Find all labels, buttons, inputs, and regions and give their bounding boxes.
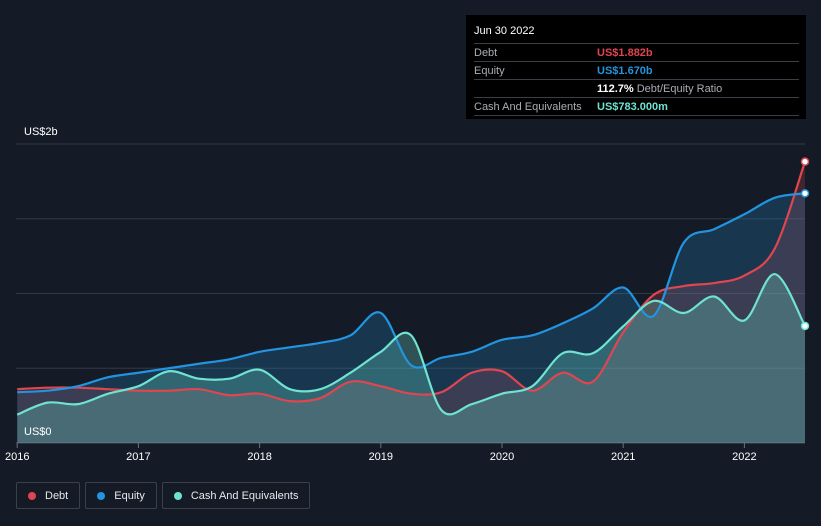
tooltip-equity-label: Equity	[474, 64, 505, 77]
legend-label-equity: Equity	[114, 489, 145, 502]
legend-item-equity[interactable]: Equity	[85, 482, 157, 509]
x-tick-label-2016: 2016	[5, 451, 29, 463]
debt-area	[17, 161, 806, 443]
y-axis-top-label: US$2b	[24, 126, 58, 138]
debt-end-marker	[800, 157, 810, 166]
tooltip-row-equity: Equity US$1.670b	[474, 61, 799, 79]
legend-dot-equity	[97, 491, 106, 500]
equity-line	[17, 192, 806, 394]
tooltip-ratio-value: 112.7%	[597, 82, 634, 95]
x-axis-ticks: 2016 2017 2018 2019 2020 2021 2022	[5, 443, 757, 463]
legend-label-cash: Cash And Equivalents	[190, 489, 299, 502]
cash-end-marker	[800, 321, 810, 331]
tooltip-debt-label: Debt	[474, 46, 498, 59]
x-tick-label-2020: 2020	[490, 451, 514, 463]
tooltip-row-ratio: 112.7% Debt/Equity Ratio	[474, 79, 799, 97]
chart-legend: Debt Equity Cash And Equivalents	[16, 482, 311, 509]
debt-line	[17, 161, 807, 403]
cash-line	[16, 272, 806, 416]
x-tick-label-2018: 2018	[247, 451, 271, 463]
equity-end-marker	[800, 189, 810, 198]
debt-equity-chart: US$2b US$0 2016 2017 2018 2019 2020 2021 2022	[5, 126, 810, 463]
legend-label-debt: Debt	[45, 489, 69, 502]
legend-item-debt[interactable]: Debt	[16, 482, 81, 509]
data-tooltip: Jun 30 2022 Debt US$1.882b Equity US$1.6…	[466, 15, 806, 119]
series-areas	[17, 161, 806, 443]
gridlines	[16, 143, 805, 444]
tooltip-cash-label: Cash And Equivalents	[474, 100, 582, 113]
tooltip-cash-value: US$783.000m	[597, 100, 668, 113]
legend-dot-cash	[173, 491, 182, 500]
cash-area	[17, 274, 806, 443]
tooltip-debt-value: US$1.882b	[597, 46, 653, 59]
tooltip-row-cash: Cash And Equivalents US$783.000m	[474, 97, 799, 116]
x-tick-label-2017: 2017	[126, 451, 150, 463]
legend-dot-debt	[28, 491, 36, 500]
y-axis-bottom-label: US$0	[24, 426, 52, 438]
x-tick-label-2022: 2022	[732, 451, 756, 463]
series-lines	[16, 161, 807, 416]
tooltip-row-debt: Debt US$1.882b	[474, 43, 799, 61]
end-markers	[800, 157, 810, 331]
tooltip-equity-value: US$1.670b	[597, 64, 653, 77]
legend-item-cash[interactable]: Cash And Equivalents	[161, 482, 311, 509]
tooltip-date: Jun 30 2022	[474, 25, 535, 37]
tooltip-ratio-note: Debt/Equity Ratio	[636, 82, 723, 95]
x-tick-label-2021: 2021	[611, 451, 635, 463]
x-tick-label-2019: 2019	[369, 451, 393, 463]
